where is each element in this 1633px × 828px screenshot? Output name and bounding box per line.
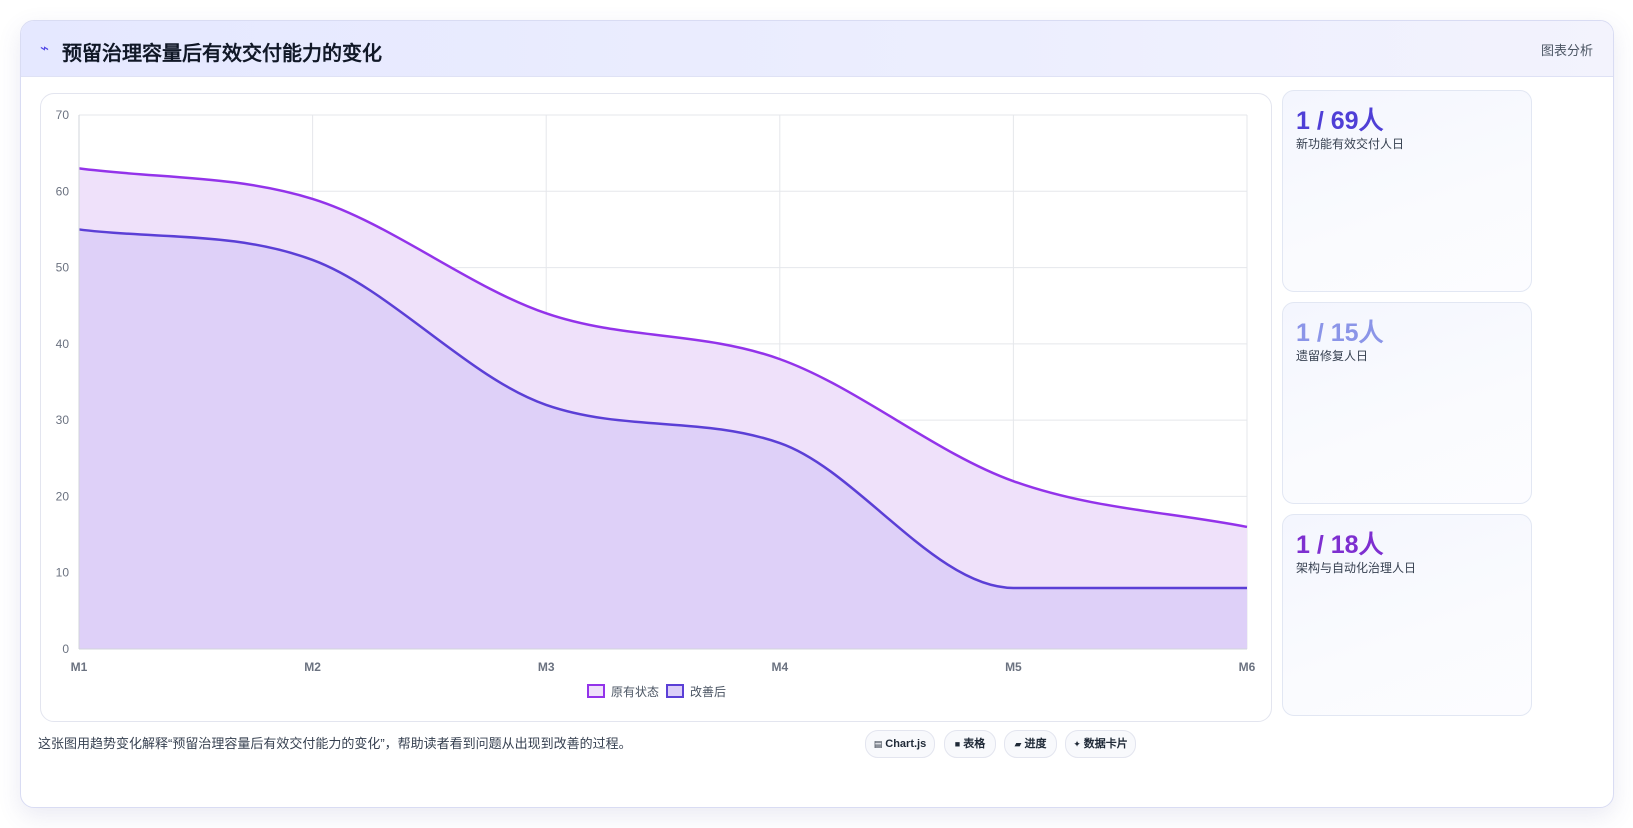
chart-panel: 0 10 20 30 40 50 60 70 M1 M2 M3 M4 M5 M6 原有状态 改善后 bbox=[40, 93, 1272, 722]
card-header: ⌁ 预留治理容量后有效交付能力的变化 图表分析 bbox=[21, 21, 1613, 77]
y-tick-label: 20 bbox=[56, 489, 70, 503]
sparkle-icon: ✦ bbox=[1073, 739, 1081, 749]
y-tick-label: 40 bbox=[56, 337, 70, 351]
table-icon: ■ bbox=[954, 739, 961, 749]
stat-card-architecture: 1 / 18人 架构与自动化治理人日 bbox=[1282, 514, 1532, 716]
header-section-label: 图表分析 bbox=[1540, 43, 1593, 58]
stat-value: 1 / 69人 bbox=[1296, 107, 1384, 135]
page-title: 预留治理容量后有效交付能力的变化 bbox=[62, 43, 382, 65]
y-tick-label: 50 bbox=[56, 261, 70, 275]
chip-label: Chart.js bbox=[885, 738, 927, 750]
legend-label: 原有状态 bbox=[611, 685, 659, 699]
stat-value: 1 / 15人 bbox=[1296, 319, 1384, 347]
x-tick-label: M5 bbox=[1005, 660, 1022, 674]
y-tick-label: 30 bbox=[56, 413, 70, 427]
y-tick-label: 70 bbox=[56, 108, 70, 122]
x-tick-label: M1 bbox=[71, 660, 88, 674]
legend-label: 改善后 bbox=[690, 684, 726, 699]
chip-table[interactable]: ■ 表格 bbox=[944, 730, 996, 758]
chart-trend-icon: ⌁ bbox=[40, 40, 50, 57]
chart-description: 这张图用趋势变化解释“预留治理容量后有效交付能力的变化”，帮助读者看到问题从出现… bbox=[38, 736, 632, 751]
x-tick-label: M3 bbox=[538, 660, 555, 674]
chip-chartjs[interactable]: ▤ Chart.js bbox=[865, 730, 935, 758]
chip-label: 进度 bbox=[1024, 738, 1047, 750]
chart-icon: ▤ bbox=[873, 739, 883, 749]
chip-data-cards[interactable]: ✦ 数据卡片 bbox=[1065, 730, 1136, 758]
y-tick-label: 60 bbox=[56, 184, 70, 198]
stat-label: 架构与自动化治理人日 bbox=[1296, 561, 1417, 575]
series-line-1 bbox=[78, 228, 1247, 590]
area-chart: 0 10 20 30 40 50 60 70 M1 M2 M3 M4 M5 M6 原有状态 改善后 bbox=[56, 108, 1256, 699]
stat-value: 1 / 18人 bbox=[1296, 531, 1384, 559]
chip-progress[interactable]: ▰ 进度 bbox=[1004, 730, 1057, 758]
chip-label: 表格 bbox=[963, 738, 986, 750]
x-tick-label: M2 bbox=[304, 660, 321, 674]
legend-swatch bbox=[587, 684, 605, 698]
series-line-0 bbox=[78, 167, 1248, 529]
legend-swatch bbox=[666, 684, 684, 698]
x-tick-label: M4 bbox=[771, 660, 788, 674]
stat-card-feature: 1 / 69人 新功能有效交付人日 bbox=[1282, 90, 1532, 292]
stat-label: 新功能有效交付人日 bbox=[1296, 137, 1405, 151]
series-area-1 bbox=[79, 229, 1247, 649]
stat-card-legacy: 1 / 15人 遗留修复人日 bbox=[1282, 302, 1532, 504]
report-card: ⌁ 预留治理容量后有效交付能力的变化 图表分析 0 10 20 30 40 50 60 70 M… bbox=[20, 20, 1614, 808]
y-tick-label: 0 bbox=[62, 642, 69, 656]
chip-label: 数据卡片 bbox=[1083, 738, 1128, 750]
progress-icon: ▰ bbox=[1014, 739, 1022, 749]
stat-label: 遗留修复人日 bbox=[1296, 349, 1369, 363]
y-tick-label: 10 bbox=[56, 566, 70, 580]
x-tick-label: M6 bbox=[1239, 660, 1256, 674]
